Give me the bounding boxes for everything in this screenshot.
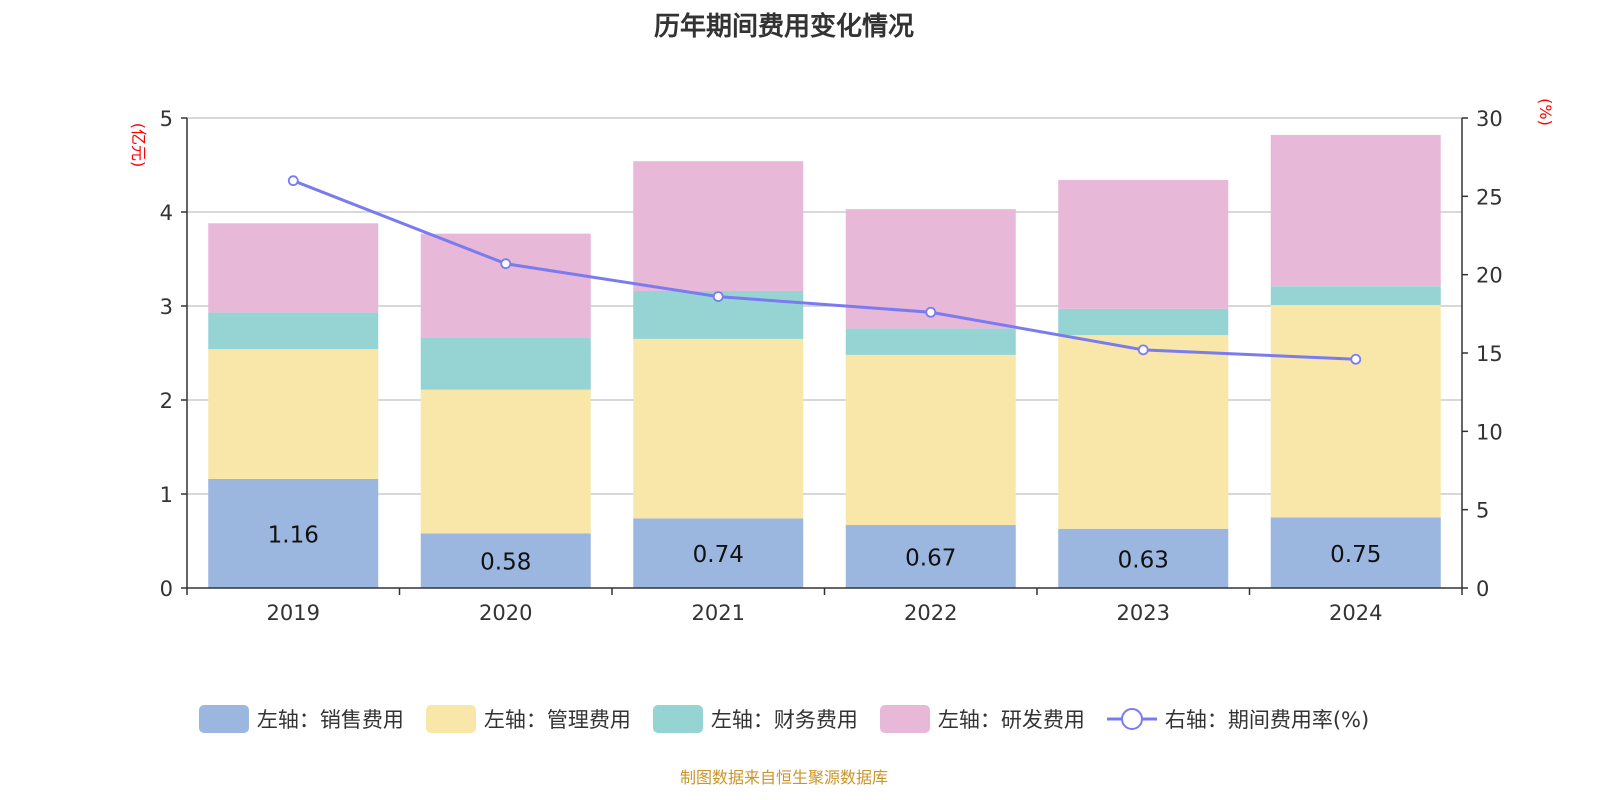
legend-swatch [879, 705, 930, 733]
bar-data-label: 0.63 [1118, 547, 1169, 573]
bar-segment [208, 478, 379, 588]
y-right-tick-label: 20 [1476, 264, 1503, 288]
rate-point [712, 291, 724, 303]
y-left-tick-label: 3 [160, 295, 173, 319]
legend-label: 左轴：销售费用 [256, 708, 404, 732]
bar-segment [1270, 134, 1441, 287]
bar-segment [845, 354, 1016, 526]
x-tick-label: 2022 [904, 601, 957, 625]
bar-data-label: 0.75 [1330, 542, 1381, 568]
source-note: 制图数据来自恒生聚源数据库 [679, 768, 888, 787]
bar-segment [420, 337, 591, 390]
legend-item[interactable]: 左轴：销售费用 [198, 704, 404, 734]
y-left-tick-label: 0 [160, 577, 173, 601]
chart-plot: 0 1 2 3 4 5 0 5 10 15 20 25 30 (亿元) (%) 1.16 2019 0.58 202… [129, 98, 1555, 625]
legend-item[interactable]: 左轴：研发费用 [879, 704, 1085, 734]
y-left-tick-label: 1 [160, 483, 173, 507]
y-right-tick-label: 5 [1476, 499, 1489, 523]
bar-segment [1058, 335, 1229, 529]
bar-segment [1270, 286, 1441, 306]
legend-label: 右轴：期间费用率(%) [1164, 708, 1370, 732]
y-left-unit-label: (亿元) [129, 123, 148, 168]
legend: 左轴：销售费用 左轴：管理费用 左轴：财务费用 左轴：研发费用 右轴：期间费用率(%) [0, 704, 1568, 734]
x-tick-label: 2024 [1329, 601, 1382, 625]
y-right-tick-label: 30 [1476, 107, 1503, 131]
x-tick-label: 2023 [1117, 601, 1170, 625]
bar-data-label: 0.58 [480, 550, 531, 576]
y-right-tick-label: 0 [1476, 577, 1489, 601]
bar-segment [208, 349, 379, 479]
bar-segment [208, 223, 379, 313]
bar-segment [420, 233, 591, 338]
rate-point [1137, 344, 1149, 356]
bar-data-label: 0.67 [905, 546, 956, 572]
rate-point [925, 306, 937, 318]
y-right-tick-label: 25 [1476, 185, 1503, 209]
legend-swatch [198, 705, 249, 733]
y-right-tick-label: 15 [1476, 342, 1503, 366]
legend-label: 左轴：管理费用 [483, 708, 631, 732]
legend-item[interactable]: 右轴：期间费用率(%) [1106, 704, 1370, 734]
bar-segment [633, 338, 804, 519]
legend-label: 左轴：研发费用 [937, 708, 1085, 732]
x-tick-label: 2021 [692, 601, 745, 625]
bar-segment [1058, 528, 1229, 588]
bar-segment [845, 525, 1016, 588]
legend-item[interactable]: 左轴：管理费用 [425, 704, 631, 734]
bar-segment [208, 312, 379, 350]
x-tick-label: 2020 [479, 601, 532, 625]
y-left-tick-label: 4 [160, 201, 173, 225]
bar-segment [633, 518, 804, 588]
y-right-unit-label: (%) [1536, 98, 1555, 126]
chart-title: 历年期间费用变化情况 [653, 12, 914, 42]
bar-data-label: 0.74 [693, 542, 744, 568]
bar-segment [1270, 517, 1441, 588]
legend-item[interactable]: 左轴：财务费用 [652, 704, 858, 734]
bar-segment [1058, 180, 1229, 309]
x-tick-label: 2019 [267, 601, 320, 625]
bar-segment [1058, 308, 1229, 336]
rate-line [292, 179, 1356, 361]
y-left-tick-label: 5 [160, 107, 173, 131]
bar-segment [1270, 305, 1441, 518]
bar-segment [420, 533, 591, 588]
rate-point [287, 175, 299, 187]
rate-point [1350, 353, 1362, 365]
legend-line-marker-icon [1106, 708, 1157, 730]
legend-swatch [425, 705, 476, 733]
bar-segment [633, 161, 804, 291]
y-left-tick-label: 2 [160, 389, 173, 413]
bar-segment [420, 389, 591, 534]
legend-swatch [652, 705, 703, 733]
rate-point [500, 258, 512, 270]
y-right-tick-label: 10 [1476, 420, 1503, 444]
bar-segment [845, 328, 1016, 355]
legend-label: 左轴：财务费用 [710, 708, 858, 732]
bar-data-label: 1.16 [268, 522, 319, 548]
